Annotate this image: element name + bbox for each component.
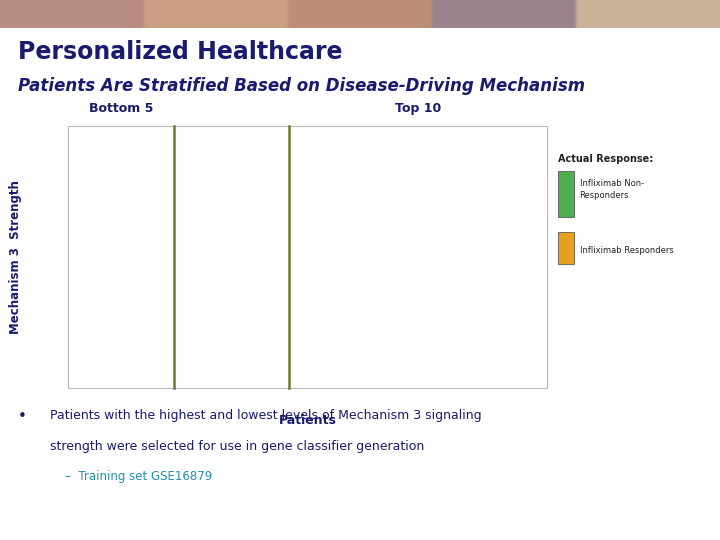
Text: Patients Are Stratified Based on Disease-Driving Mechanism: Patients Are Stratified Based on Disease… (18, 77, 585, 95)
Text: © 2011, Selventa. All Rights Reserved.: © 2011, Selventa. All Rights Reserved. (14, 515, 163, 524)
Bar (558, 232, 574, 264)
Text: 115: 115 (691, 515, 706, 524)
Text: Patients with the highest and lowest levels of Mechanism 3 signaling: Patients with the highest and lowest lev… (50, 409, 482, 422)
Text: Bottom 5: Bottom 5 (89, 102, 153, 114)
Text: Infliximab Non-
Responders: Infliximab Non- Responders (580, 179, 644, 200)
Text: Confidential: Confidential (337, 515, 383, 524)
Text: Actual Response:: Actual Response: (558, 154, 653, 164)
Text: –  Training set GSE16879: – Training set GSE16879 (65, 470, 212, 483)
Text: Top 10: Top 10 (395, 102, 441, 114)
Bar (68, 126, 547, 388)
Text: Mechanism 3  Strength: Mechanism 3 Strength (9, 180, 22, 334)
Text: Personalized Healthcare: Personalized Healthcare (18, 40, 343, 64)
Text: Patients: Patients (279, 414, 337, 427)
Text: Infliximab Responders: Infliximab Responders (580, 246, 673, 255)
Bar (558, 171, 574, 218)
Text: strength were selected for use in gene classifier generation: strength were selected for use in gene c… (50, 440, 425, 453)
Text: •: • (18, 409, 27, 424)
